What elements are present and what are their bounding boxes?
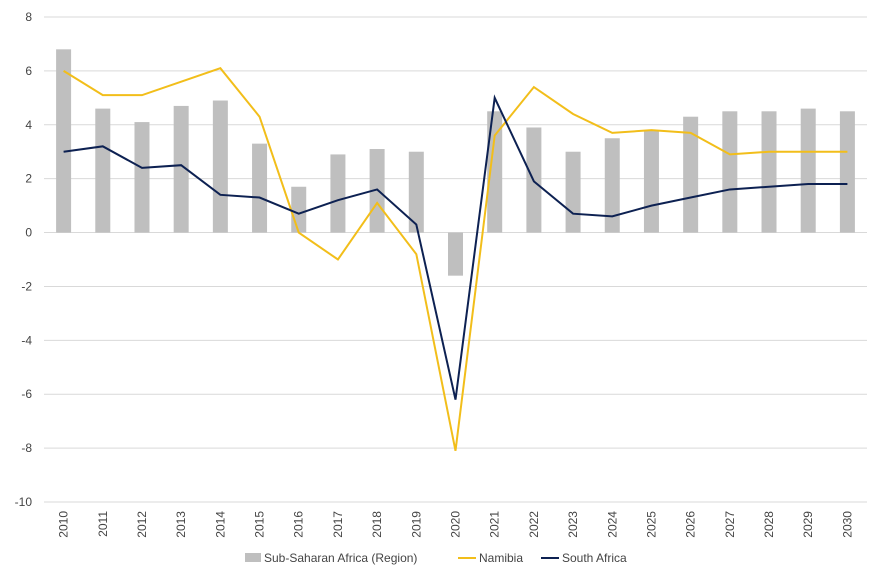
y-tick-label: 6 [25, 64, 32, 78]
series-line-namibia [63, 67, 848, 452]
x-tick-label: 2027 [723, 511, 737, 538]
x-tick-label: 2013 [174, 511, 188, 538]
x-tick-label: 2024 [605, 511, 619, 538]
bar [95, 108, 111, 233]
x-tick-label: 2021 [488, 511, 502, 538]
x-tick-label: 2029 [801, 511, 815, 538]
y-tick-label: -10 [15, 495, 33, 509]
x-tick-label: 2018 [370, 511, 384, 538]
bar [643, 130, 659, 233]
y-tick-label: 0 [25, 226, 32, 240]
legend-item: South Africa [541, 551, 627, 565]
legend-swatch [245, 553, 261, 562]
bar [408, 151, 424, 233]
bar [56, 49, 72, 233]
bar [369, 149, 385, 233]
bar-series [56, 49, 855, 276]
series-line-south-africa [63, 94, 848, 400]
x-tick-label: 2028 [762, 511, 776, 538]
legend-label: South Africa [562, 551, 627, 565]
y-tick-label: -8 [21, 441, 32, 455]
legend-item: Sub-Saharan Africa (Region) [245, 551, 417, 565]
bar [604, 138, 620, 233]
y-tick-label: -4 [21, 333, 32, 347]
x-tick-label: 2015 [253, 511, 267, 538]
y-tick-label: -6 [21, 387, 32, 401]
legend-label: Sub-Saharan Africa (Region) [264, 551, 417, 565]
y-tick-label: 4 [25, 118, 32, 132]
x-tick-label: 2022 [527, 511, 541, 538]
bar [291, 186, 307, 233]
x-tick-label: 2025 [644, 511, 658, 538]
x-tick-label: 2012 [135, 511, 149, 538]
x-tick-label: 2020 [449, 511, 463, 538]
bar [487, 111, 503, 233]
bar [252, 143, 268, 233]
legend-label: Namibia [479, 551, 523, 565]
x-axis: 2010 2011 2012 2013 2014 2015 2016 2017 2018 2019… [57, 511, 855, 538]
x-tick-label: 2014 [213, 511, 227, 538]
bar [800, 108, 816, 233]
line-series [63, 67, 848, 452]
y-tick-label: 8 [25, 10, 32, 24]
bar [448, 232, 463, 276]
x-tick-label: 2011 [96, 511, 110, 537]
bar [683, 116, 699, 233]
y-axis: 8 6 4 2 0 -2 -4 -6 -8 -10 [15, 10, 33, 509]
x-tick-label: 2023 [566, 511, 580, 538]
x-tick-label: 2026 [684, 511, 698, 538]
x-tick-label: 2030 [840, 511, 854, 538]
bar [330, 154, 346, 233]
x-tick-label: 2010 [57, 511, 71, 538]
bar [565, 151, 581, 233]
x-tick-label: 2016 [292, 511, 306, 538]
y-tick-label: 2 [25, 172, 32, 186]
x-tick-label: 2017 [331, 511, 345, 538]
y-tick-label: -2 [21, 279, 32, 293]
bar [761, 111, 777, 233]
bar [839, 111, 855, 233]
x-tick-label: 2019 [409, 511, 423, 538]
legend: Sub-Saharan Africa (Region) Namibia South … [245, 551, 627, 565]
bar [212, 100, 228, 233]
bar [173, 105, 189, 233]
bar [722, 111, 738, 233]
legend-item: Namibia [458, 551, 523, 565]
bar [134, 122, 150, 233]
